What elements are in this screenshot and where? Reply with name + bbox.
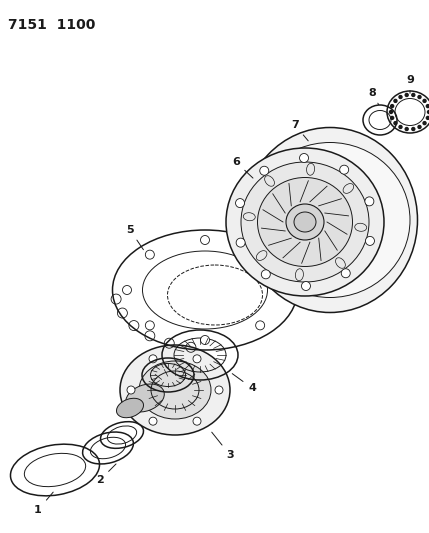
Circle shape: [398, 125, 403, 129]
Ellipse shape: [126, 384, 164, 412]
Circle shape: [426, 116, 429, 120]
Circle shape: [215, 386, 223, 394]
Circle shape: [236, 199, 245, 207]
Circle shape: [341, 269, 350, 278]
Circle shape: [236, 238, 245, 247]
Circle shape: [389, 110, 393, 114]
Circle shape: [390, 104, 394, 108]
Text: 2: 2: [96, 464, 116, 485]
Circle shape: [366, 237, 375, 245]
Circle shape: [256, 321, 265, 330]
Circle shape: [426, 104, 429, 108]
Circle shape: [193, 417, 201, 425]
Circle shape: [405, 127, 409, 131]
Circle shape: [393, 99, 398, 103]
Text: 4: 4: [232, 374, 256, 393]
Circle shape: [145, 250, 154, 259]
Circle shape: [123, 286, 132, 295]
Circle shape: [417, 95, 422, 99]
Text: 8: 8: [368, 88, 379, 104]
Circle shape: [427, 110, 429, 114]
Ellipse shape: [117, 398, 144, 418]
Circle shape: [423, 99, 427, 103]
Ellipse shape: [250, 142, 410, 297]
Circle shape: [149, 417, 157, 425]
Text: 3: 3: [212, 432, 234, 460]
Text: 6: 6: [232, 157, 253, 178]
Circle shape: [149, 355, 157, 363]
Circle shape: [299, 154, 308, 163]
Circle shape: [340, 165, 349, 174]
Ellipse shape: [286, 204, 324, 240]
Circle shape: [398, 95, 403, 99]
Circle shape: [302, 281, 311, 290]
Circle shape: [145, 321, 154, 330]
Ellipse shape: [257, 177, 353, 266]
Circle shape: [417, 125, 422, 129]
Text: 1: 1: [34, 492, 53, 515]
Circle shape: [393, 121, 398, 125]
Ellipse shape: [241, 162, 369, 282]
Circle shape: [411, 127, 416, 131]
Circle shape: [278, 286, 287, 295]
Circle shape: [127, 386, 135, 394]
Ellipse shape: [139, 361, 211, 419]
Circle shape: [200, 236, 209, 245]
Text: 9: 9: [406, 75, 414, 93]
Circle shape: [256, 250, 265, 259]
Ellipse shape: [294, 212, 316, 232]
Circle shape: [423, 121, 427, 125]
Text: 7151  1100: 7151 1100: [8, 18, 95, 32]
Ellipse shape: [242, 127, 417, 312]
Circle shape: [390, 116, 394, 120]
Ellipse shape: [120, 345, 230, 435]
Circle shape: [193, 355, 201, 363]
Circle shape: [411, 93, 416, 97]
Circle shape: [260, 166, 269, 175]
Circle shape: [261, 270, 270, 279]
Circle shape: [200, 335, 209, 344]
Ellipse shape: [226, 148, 384, 296]
Text: 7: 7: [291, 120, 308, 141]
Text: 5: 5: [126, 225, 143, 249]
Circle shape: [405, 93, 409, 97]
Circle shape: [365, 197, 374, 206]
